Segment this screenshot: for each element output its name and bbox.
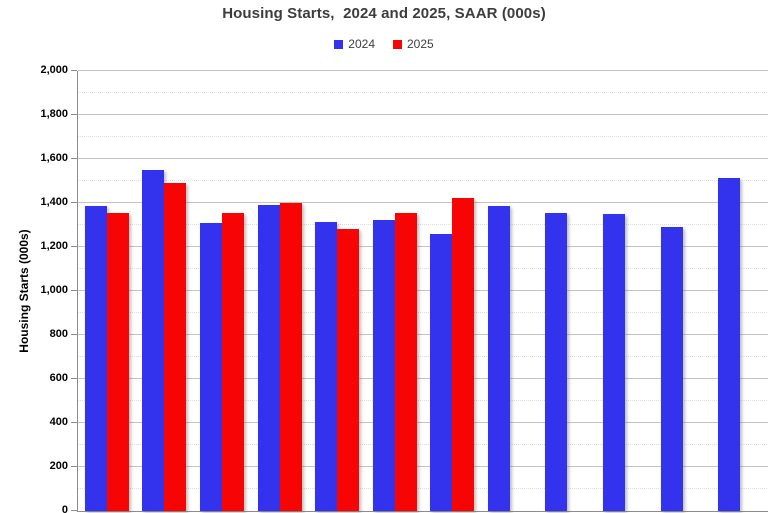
legend-label-2024: 2024 <box>348 37 375 51</box>
bar-2025-month-7 <box>452 197 475 511</box>
y-tick-label-1,200: 1,200 <box>40 240 68 252</box>
y-tick-mark <box>71 290 77 291</box>
legend-item-2024: 2024 <box>334 37 375 51</box>
bar-2024-month-2 <box>142 170 165 511</box>
bar-2025-month-3 <box>221 212 244 511</box>
y-tick-mark <box>71 158 77 159</box>
y-tick-mark <box>71 510 77 511</box>
bar-2025-month-4 <box>279 203 302 511</box>
gridline-800 <box>78 334 768 335</box>
bar-2024-month-6 <box>372 219 395 511</box>
legend: 2024 2025 <box>0 37 768 51</box>
gridline-900 <box>78 312 768 313</box>
gridline-300 <box>78 444 768 445</box>
gridline-600 <box>78 378 768 379</box>
y-tick-label-1,800: 1,800 <box>40 108 68 120</box>
plot-area <box>77 70 768 512</box>
bar-2024-month-10 <box>603 214 626 511</box>
bar-2024-month-8 <box>487 206 510 511</box>
bar-2024-month-11 <box>660 227 683 511</box>
bar-2024-month-4 <box>257 205 280 511</box>
y-tick-mark <box>71 70 77 71</box>
y-tick-label-2,000: 2,000 <box>40 64 68 76</box>
y-tick-label-600: 600 <box>49 372 68 384</box>
y-tick-label-1,000: 1,000 <box>40 284 68 296</box>
gridline-700 <box>78 356 768 357</box>
y-tick-mark <box>71 114 77 115</box>
gridline-400 <box>78 422 768 423</box>
bar-2024-month-12 <box>718 177 741 511</box>
y-tick-mark <box>71 422 77 423</box>
gridline-1500 <box>78 180 768 181</box>
y-tick-label-0: 0 <box>61 504 68 513</box>
y-tick-mark <box>71 334 77 335</box>
gridline-1600 <box>78 158 768 159</box>
bar-2024-month-3 <box>199 222 222 511</box>
bar-2024-month-5 <box>315 221 338 511</box>
legend-item-2025: 2025 <box>393 37 434 51</box>
legend-label-2025: 2025 <box>407 37 434 51</box>
bar-2025-month-2 <box>164 183 187 511</box>
bar-2025-month-5 <box>337 229 360 511</box>
y-tick-mark <box>71 202 77 203</box>
legend-swatch-2024-icon <box>334 39 344 49</box>
gridline-1800 <box>78 114 768 115</box>
gridline-1100 <box>78 268 768 269</box>
bar-2024-month-7 <box>430 233 453 511</box>
y-tick-label-1,400: 1,400 <box>40 196 68 208</box>
y-tick-label-400: 400 <box>49 416 68 428</box>
gridline-200 <box>78 466 768 467</box>
bar-2025-month-1 <box>106 212 129 511</box>
y-tick-mark <box>71 246 77 247</box>
gridline-100 <box>78 488 768 489</box>
y-tick-label-200: 200 <box>49 460 68 472</box>
chart-title: Housing Starts, 2024 and 2025, SAAR (000… <box>222 5 546 22</box>
gridline-500 <box>78 400 768 401</box>
gridline-1900 <box>78 92 768 93</box>
gridline-2000 <box>78 70 768 71</box>
y-tick-mark <box>71 466 77 467</box>
gridline-1400 <box>78 202 768 203</box>
bar-2024-month-9 <box>545 212 568 511</box>
gridline-1700 <box>78 136 768 137</box>
y-tick-mark <box>71 378 77 379</box>
y-tick-label-1,600: 1,600 <box>40 152 68 164</box>
y-tick-label-800: 800 <box>49 328 68 340</box>
gridline-1300 <box>78 224 768 225</box>
legend-swatch-2025-icon <box>393 39 402 49</box>
gridline-1000 <box>78 290 768 291</box>
gridline-1200 <box>78 246 768 247</box>
bar-2025-month-6 <box>394 212 417 511</box>
bar-2024-month-1 <box>84 206 107 511</box>
